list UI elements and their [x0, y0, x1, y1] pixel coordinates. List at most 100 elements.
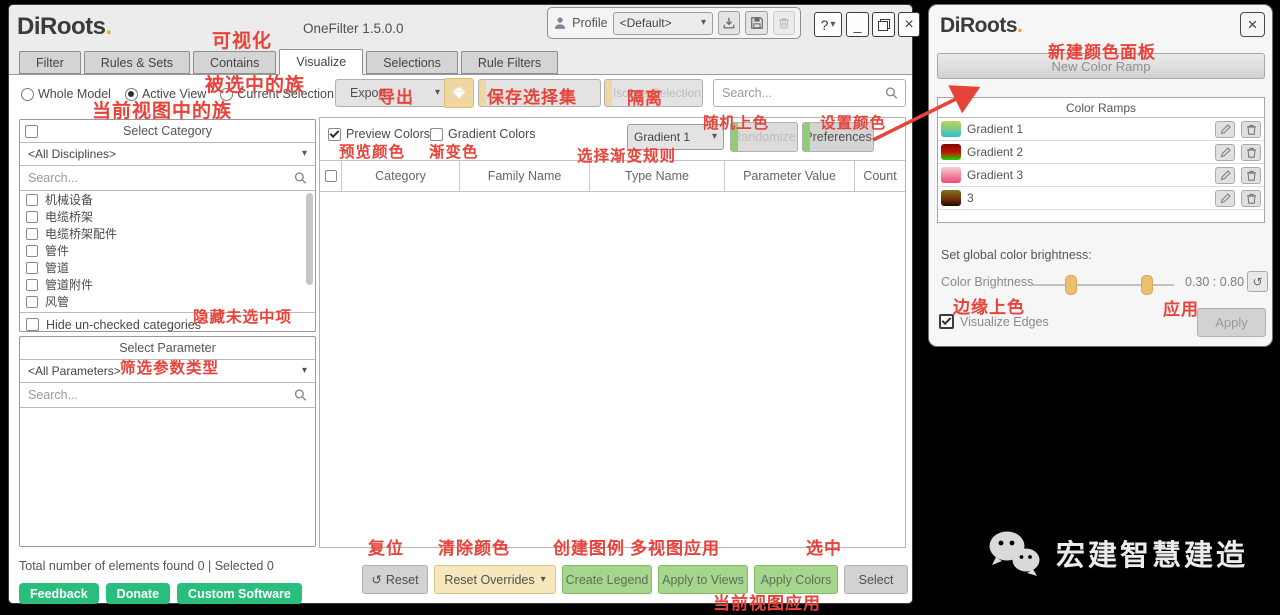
edit-ramp-button[interactable]: [1215, 189, 1235, 207]
hide-unchecked-row[interactable]: Hide un-checked categories: [20, 312, 315, 336]
gradient-ramp-select[interactable]: Gradient 1 ▾: [627, 124, 724, 150]
select-button[interactable]: Select: [844, 565, 908, 594]
category-label: 管道附件: [45, 278, 94, 292]
ramp-swatch: [941, 121, 961, 137]
apply-colors-button[interactable]: Apply Colors: [754, 565, 838, 594]
parameter-type-select[interactable]: <All Parameters> ▾: [20, 360, 315, 383]
load-profile-button[interactable]: [718, 11, 741, 35]
column-header-category[interactable]: Category: [342, 161, 460, 191]
column-header-parameter-value[interactable]: Parameter Value: [725, 161, 855, 191]
brightness-slider[interactable]: [1033, 275, 1174, 295]
radio-active-view[interactable]: Active View: [124, 87, 206, 101]
profile-select[interactable]: <Default> ▾: [612, 11, 714, 35]
category-checkbox[interactable]: [26, 227, 38, 240]
custom-software-button[interactable]: Custom Software: [177, 583, 302, 604]
chevron-down-icon: ▾: [711, 131, 717, 142]
list-item[interactable]: 风管管件: [20, 310, 315, 312]
delete-ramp-button[interactable]: [1241, 120, 1261, 138]
tab-rule-filters[interactable]: Rule Filters: [460, 51, 559, 74]
close-button[interactable]: ×: [1240, 12, 1265, 37]
category-checkbox[interactable]: [26, 261, 38, 274]
hide-unchecked-checkbox[interactable]: [26, 318, 39, 331]
column-header-type-name[interactable]: Type Name: [590, 161, 725, 191]
feedback-button[interactable]: Feedback: [19, 583, 99, 604]
brightness-min-handle[interactable]: [1065, 275, 1077, 295]
close-button[interactable]: ×: [898, 12, 920, 37]
category-checkbox[interactable]: [26, 193, 38, 206]
category-checkbox[interactable]: [26, 295, 38, 308]
tab-rules-sets[interactable]: Rules & Sets: [83, 51, 191, 74]
delete-profile-button[interactable]: [772, 11, 796, 35]
diroots-logo: DiRoots.: [940, 14, 1023, 38]
preferences-button[interactable]: Preferences: [802, 122, 874, 152]
visualize-edges-checkbox[interactable]: Visualize Edges: [939, 314, 1049, 329]
edit-ramp-button[interactable]: [1215, 120, 1235, 138]
preview-colors-checkbox[interactable]: Preview Colors: [328, 127, 430, 141]
reset-button[interactable]: ↺ Reset: [362, 565, 428, 594]
save-profile-button[interactable]: [745, 11, 768, 35]
minimize-button[interactable]: _: [846, 12, 869, 37]
select-all-categories-checkbox[interactable]: [25, 124, 38, 138]
discipline-select[interactable]: <All Disciplines> ▾: [20, 143, 315, 166]
tab-bar: Filter Rules & Sets Contains Visualize S…: [19, 49, 561, 75]
column-header-family-name[interactable]: Family Name: [460, 161, 590, 191]
radio-selected-icon: [124, 87, 138, 101]
trash-icon: [1246, 193, 1256, 204]
list-item[interactable]: 电缆桥架: [20, 208, 315, 225]
radio-whole-model[interactable]: Whole Model: [21, 87, 111, 101]
reset-overrides-button[interactable]: Reset Overrides ▾: [434, 565, 556, 594]
category-search-input[interactable]: [20, 171, 315, 185]
export-button[interactable]: Export ▾: [335, 79, 451, 107]
category-checkbox[interactable]: [26, 278, 38, 291]
list-item[interactable]: Gradient 2: [938, 141, 1264, 164]
brightness-reset-button[interactable]: ↺: [1247, 271, 1268, 292]
scrollbar[interactable]: [306, 193, 313, 285]
category-checkbox[interactable]: [26, 210, 38, 223]
list-item[interactable]: 管道: [20, 259, 315, 276]
delete-ramp-button[interactable]: [1241, 143, 1261, 161]
save-selection-button[interactable]: [478, 79, 601, 107]
edit-ramp-button[interactable]: [1215, 166, 1235, 184]
list-item[interactable]: Gradient 1: [938, 118, 1264, 141]
apply-to-views-button[interactable]: Apply to Views: [658, 565, 748, 594]
select-all-rows-checkbox[interactable]: [320, 161, 342, 191]
save-selection-set-icon-button[interactable]: [444, 78, 474, 108]
delete-ramp-button[interactable]: [1241, 166, 1261, 184]
checkbox-checked-icon: [939, 314, 954, 329]
list-item[interactable]: 电缆桥架配件: [20, 225, 315, 242]
category-list: 机械设备 电缆桥架 电缆桥架配件 管件 管道 管道附件 风管 风管管件: [20, 191, 315, 312]
tab-contains[interactable]: Contains: [193, 51, 277, 74]
delete-ramp-button[interactable]: [1241, 189, 1261, 207]
list-item[interactable]: 3: [938, 187, 1264, 210]
edit-ramp-button[interactable]: [1215, 143, 1235, 161]
restore-button[interactable]: [872, 12, 895, 37]
brightness-max-handle[interactable]: [1141, 275, 1153, 295]
create-legend-button[interactable]: Create Legend: [562, 565, 652, 594]
tab-visualize[interactable]: Visualize: [279, 49, 364, 75]
list-item[interactable]: 风管: [20, 293, 315, 310]
table-search-input[interactable]: [713, 79, 906, 107]
color-ramps-header: Color Ramps: [938, 98, 1264, 118]
list-item[interactable]: 管件: [20, 242, 315, 259]
tab-filter[interactable]: Filter: [19, 51, 81, 74]
profile-group: Profile <Default> ▾: [547, 7, 801, 39]
category-panel-header: Select Category: [20, 120, 315, 143]
brightness-section-title: Set global color brightness:: [941, 248, 1092, 262]
new-color-ramp-button[interactable]: New Color Ramp: [937, 53, 1265, 79]
parameter-search-input[interactable]: [20, 388, 315, 402]
category-checkbox[interactable]: [26, 244, 38, 257]
apply-button[interactable]: Apply: [1197, 308, 1266, 337]
column-header-count[interactable]: Count: [863, 169, 897, 183]
randomize-button[interactable]: Randomize: [730, 122, 798, 152]
table-header-row: Category Family Name Type Name Parameter…: [320, 160, 905, 192]
isolate-selection-button[interactable]: Isolate Selection: [604, 79, 703, 107]
visualize-edges-label: Visualize Edges: [960, 314, 1049, 329]
list-item[interactable]: Gradient 3: [938, 164, 1264, 187]
help-button[interactable]: ? ▾: [814, 12, 842, 37]
tab-selections[interactable]: Selections: [366, 51, 458, 74]
list-item[interactable]: 机械设备: [20, 191, 315, 208]
list-item[interactable]: 管道附件: [20, 276, 315, 293]
gradient-colors-checkbox[interactable]: Gradient Colors: [430, 127, 536, 141]
radio-current-selection[interactable]: Current Selection: [220, 87, 334, 101]
donate-button[interactable]: Donate: [105, 583, 171, 604]
